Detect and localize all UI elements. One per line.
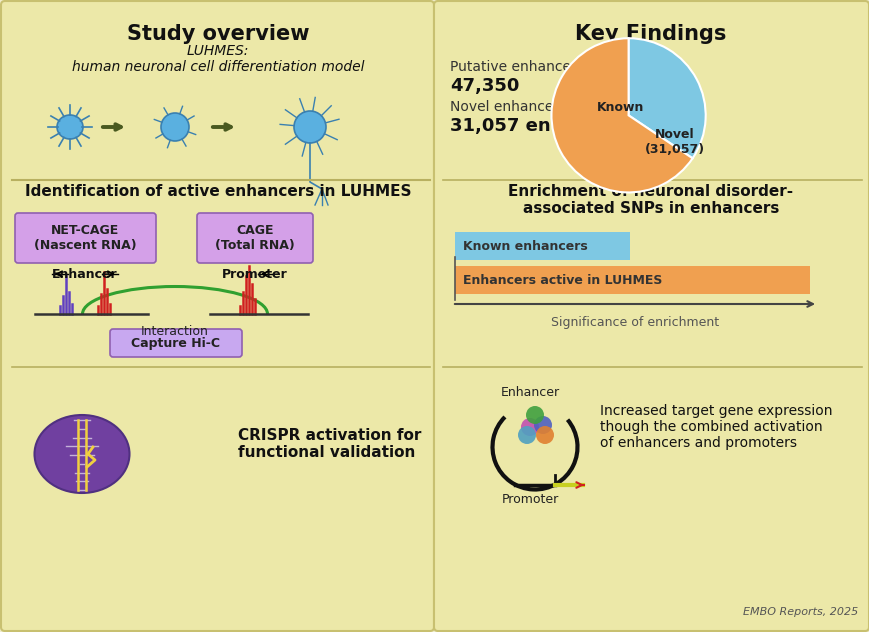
Text: Enhancer: Enhancer (500, 386, 559, 399)
Text: Identification of active enhancers in LUHMES: Identification of active enhancers in LU… (24, 184, 411, 199)
Text: Interaction: Interaction (141, 325, 209, 338)
Text: Putative enhancers identified:: Putative enhancers identified: (449, 60, 658, 74)
Text: CAGE
(Total RNA): CAGE (Total RNA) (215, 224, 295, 252)
Text: Enhancer: Enhancer (52, 268, 117, 281)
Circle shape (161, 113, 189, 141)
Text: Key Findings: Key Findings (574, 24, 726, 44)
FancyBboxPatch shape (109, 329, 242, 357)
Circle shape (521, 418, 539, 436)
Text: Enhancers active in LUHMES: Enhancers active in LUHMES (462, 274, 661, 286)
FancyBboxPatch shape (196, 213, 313, 263)
FancyBboxPatch shape (1, 1, 434, 631)
Ellipse shape (35, 415, 129, 493)
FancyBboxPatch shape (434, 1, 868, 631)
Text: 47,350: 47,350 (449, 77, 519, 95)
Text: LUHMES:
human neuronal cell differentiation model: LUHMES: human neuronal cell differentiat… (71, 44, 364, 74)
Text: Known: Known (596, 101, 644, 114)
FancyBboxPatch shape (454, 266, 809, 294)
Circle shape (294, 111, 326, 143)
Ellipse shape (57, 115, 83, 139)
Text: Promoter: Promoter (222, 268, 288, 281)
Wedge shape (551, 39, 692, 192)
Text: Novel enhancers:: Novel enhancers: (449, 100, 570, 114)
Text: Enrichment of neuronal disorder-
associated SNPs in enhancers: Enrichment of neuronal disorder- associa… (507, 184, 793, 216)
Circle shape (526, 406, 543, 424)
Text: Novel
(31,057): Novel (31,057) (644, 128, 704, 156)
Circle shape (517, 426, 535, 444)
Circle shape (534, 416, 551, 434)
FancyBboxPatch shape (454, 232, 629, 260)
Text: Known enhancers: Known enhancers (462, 240, 587, 253)
Text: Significance of enrichment: Significance of enrichment (550, 316, 719, 329)
Text: Capture Hi-C: Capture Hi-C (131, 336, 220, 349)
Text: 31,057 enhancers: 31,057 enhancers (449, 117, 630, 135)
Text: Increased target gene expression
though the combined activation
of enhancers and: Increased target gene expression though … (600, 404, 832, 451)
Circle shape (535, 426, 554, 444)
Wedge shape (627, 39, 705, 159)
Text: Study overview: Study overview (127, 24, 308, 44)
Text: Promoter: Promoter (501, 493, 558, 506)
Text: EMBO Reports, 2025: EMBO Reports, 2025 (742, 607, 857, 617)
FancyBboxPatch shape (15, 213, 156, 263)
Text: NET-CAGE
(Nascent RNA): NET-CAGE (Nascent RNA) (34, 224, 136, 252)
Text: CRISPR activation for
functional validation: CRISPR activation for functional validat… (238, 428, 421, 460)
